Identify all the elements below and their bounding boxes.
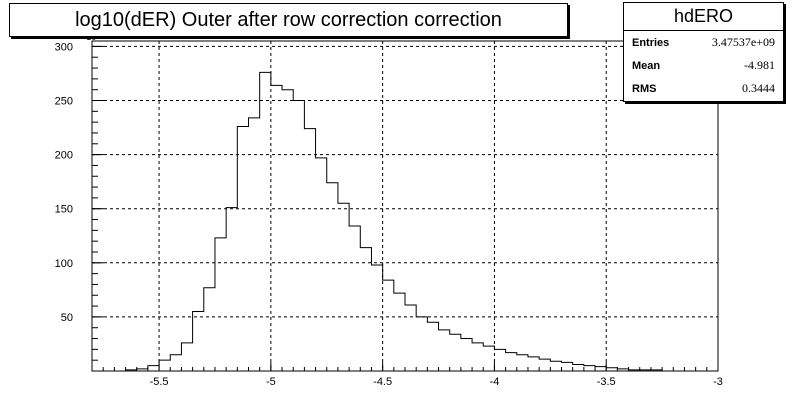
stats-row-mean: Mean -4.981 bbox=[624, 54, 783, 77]
stats-value: -4.981 bbox=[744, 58, 775, 72]
chart-title: log10(dER) Outer after row correction co… bbox=[9, 3, 568, 37]
y-scale-factor: ×10³ bbox=[81, 32, 99, 42]
stats-row-rms: RMS 0.3444 bbox=[624, 77, 783, 100]
y-tick-label: 250 bbox=[55, 96, 73, 108]
y-tick-label: 200 bbox=[55, 150, 73, 162]
x-tick-label: -4 bbox=[490, 376, 500, 388]
histogram-line bbox=[92, 71, 718, 372]
x-tick-label: -4.5 bbox=[373, 376, 392, 388]
y-tick-label: 150 bbox=[55, 204, 73, 216]
stats-value: 3.47537e+09 bbox=[711, 35, 775, 49]
y-tick-label: 50 bbox=[61, 312, 73, 324]
stats-histogram-name: hdERO bbox=[624, 3, 783, 31]
y-tick-label: 300 bbox=[55, 41, 73, 53]
stats-row-entries: Entries 3.47537e+09 bbox=[624, 31, 783, 54]
stats-label: Entries bbox=[632, 36, 670, 49]
y-tick-label: 100 bbox=[55, 258, 73, 270]
x-tick-label: -3.5 bbox=[597, 376, 616, 388]
axis-ticks bbox=[91, 45, 719, 372]
stats-box: hdERO Entries 3.47537e+09 Mean -4.981 RM… bbox=[623, 2, 784, 102]
stats-label: Mean bbox=[632, 59, 661, 72]
x-tick-label: -3 bbox=[713, 376, 723, 388]
chart-title-text: log10(dER) Outer after row correction co… bbox=[75, 8, 502, 31]
x-tick-label: -5.5 bbox=[150, 376, 169, 388]
x-tick-label: -5 bbox=[266, 376, 276, 388]
grid-lines bbox=[92, 41, 718, 371]
tick-labels: -5.5 -5 -4.5 -4 -3.5 -3 50 100 150 200 250 300 bbox=[55, 41, 723, 388]
stats-label: RMS bbox=[632, 82, 657, 95]
stats-value: 0.3444 bbox=[742, 81, 775, 95]
